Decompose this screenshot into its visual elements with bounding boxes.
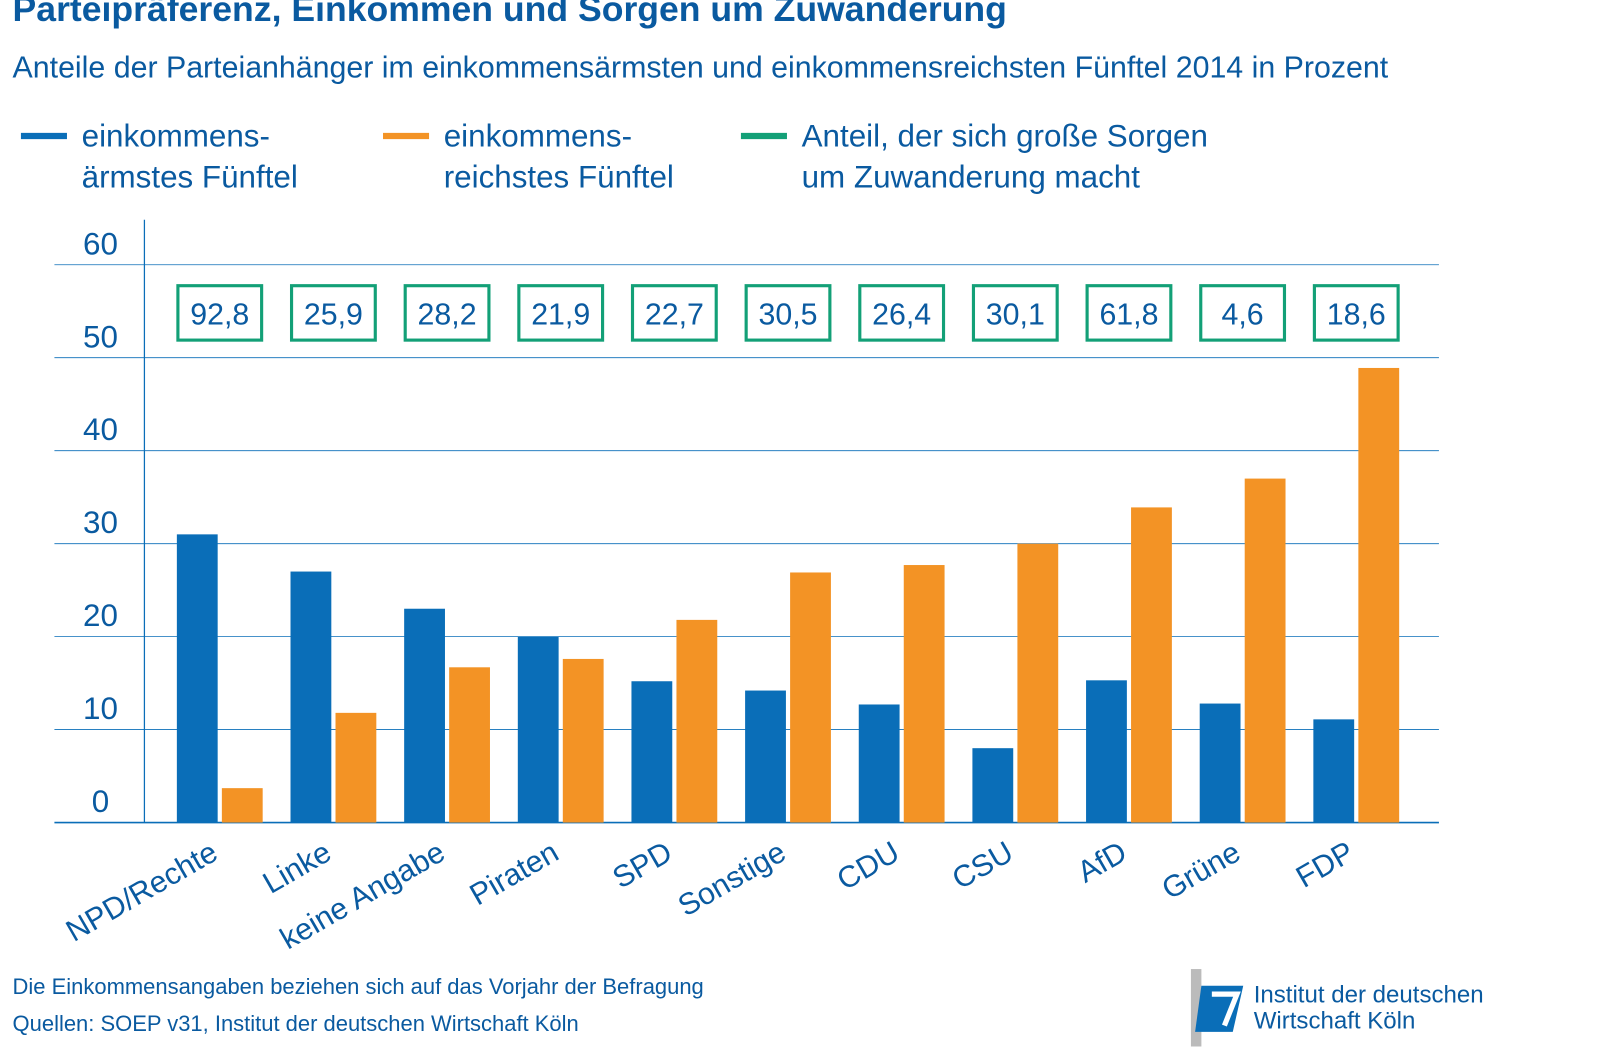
chart-title: Parteipräferenz, Einkommen und Sorgen um…: [13, 0, 1007, 29]
value-label: 21,9: [531, 298, 590, 331]
value-label: 4,6: [1222, 298, 1264, 331]
x-tick-label: CDU: [832, 836, 905, 897]
value-label: 30,1: [986, 298, 1045, 331]
value-label: 18,6: [1327, 298, 1386, 331]
bar: [1199, 703, 1241, 823]
legend-label: Anteil, der sich große Sorgen um Zuwander…: [802, 119, 1208, 195]
value-box: [1312, 284, 1400, 342]
bar: [335, 712, 377, 823]
logo-text: Wirtschaft Köln: [1254, 1008, 1416, 1035]
x-tick-label: Linke: [258, 836, 337, 901]
bar: [176, 534, 218, 823]
legend-label: einkommens-reichstes Fünftel: [444, 119, 674, 195]
bar: [790, 572, 831, 823]
bar: [517, 636, 559, 823]
x-tick-label: Grüne: [1157, 836, 1247, 907]
value-label: 26,4: [872, 298, 931, 331]
bar: [1017, 543, 1059, 823]
bar: [745, 690, 786, 823]
bar: [1131, 507, 1172, 823]
bar: [562, 658, 604, 823]
x-tick-label: AfD: [1072, 836, 1132, 890]
value-label: 28,2: [418, 298, 477, 331]
value-label: 92,8: [190, 298, 249, 331]
value-box: [630, 284, 718, 342]
value-box: [858, 284, 946, 342]
x-tick-label: FDP: [1291, 836, 1360, 895]
bar: [858, 704, 900, 823]
value-label: 25,9: [304, 298, 363, 331]
value-box: [1199, 284, 1287, 342]
value-box: [403, 284, 491, 342]
x-tick-label: Piraten: [464, 836, 564, 913]
note: Die Einkommensangaben beziehen sich auf …: [13, 974, 704, 999]
x-tick-label: NPD/Rechte: [61, 836, 223, 949]
bar: [972, 748, 1014, 823]
value-box: [1085, 284, 1173, 342]
bar: [449, 667, 490, 823]
bar: [676, 619, 718, 823]
y-tick-label: 40: [83, 412, 118, 447]
note: Quellen: SOEP v31, Institut der deutsche…: [13, 1011, 579, 1036]
y-tick-label: 10: [83, 691, 118, 726]
bar: [1313, 719, 1355, 823]
value-box: [971, 284, 1059, 342]
y-tick-label: 50: [83, 319, 118, 354]
legend-label: einkommens-ärmstes Fünftel: [82, 119, 298, 195]
value-label: 61,8: [1099, 298, 1158, 331]
bar: [221, 788, 263, 823]
y-tick-label: 30: [83, 505, 118, 540]
bar: [290, 571, 332, 823]
y-tick-label: 20: [83, 598, 118, 633]
value-box: [289, 284, 377, 342]
bar: [1244, 478, 1286, 823]
logo: Institut der deutschen Wirtschaft Köln: [1190, 969, 1484, 1047]
value-label: 30,5: [758, 298, 817, 331]
bar: [1358, 367, 1400, 823]
y-tick-label: 0: [92, 784, 109, 819]
bar: [903, 565, 945, 823]
value-box: [517, 284, 605, 342]
x-tick-label: SPD: [607, 836, 678, 896]
value-box: [744, 284, 832, 342]
y-tick-label: 60: [83, 226, 118, 261]
chart-subtitle: Anteile der Parteianhänger im einkommens…: [13, 51, 1389, 84]
logo-text: Institut der deutschen: [1254, 982, 1484, 1009]
bar: [631, 681, 673, 823]
x-tick-label: Sonstige: [673, 836, 792, 924]
value-label: 22,7: [645, 298, 704, 331]
x-tick-label: CSU: [947, 836, 1019, 897]
value-box: [176, 284, 264, 342]
bar: [404, 608, 445, 823]
bar: [1086, 680, 1127, 823]
